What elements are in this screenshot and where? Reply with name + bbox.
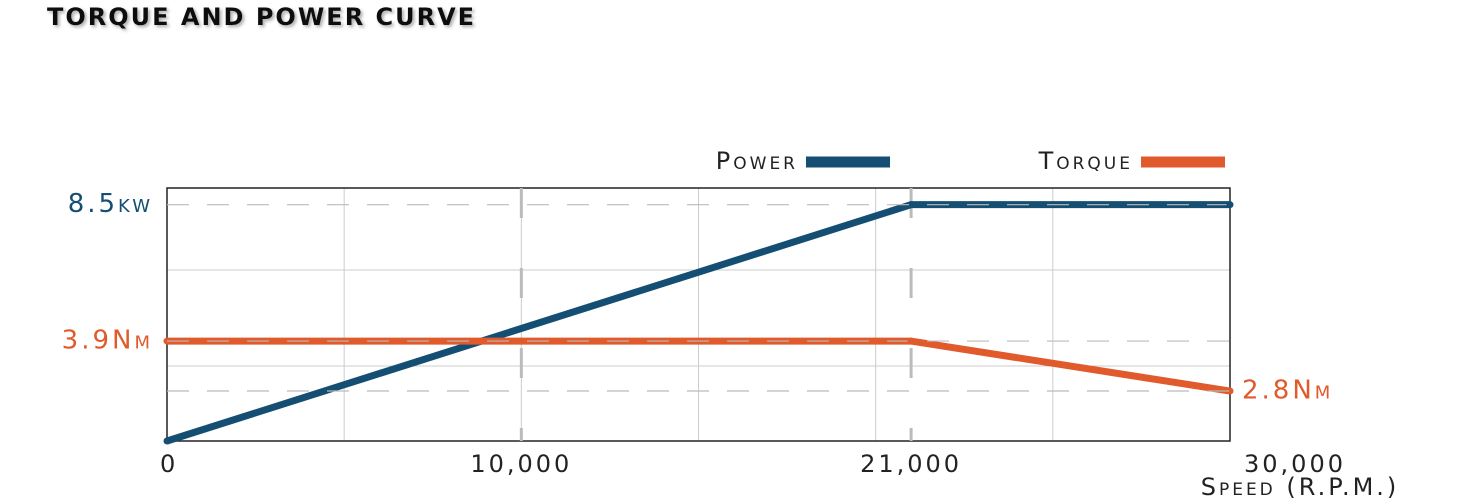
value-label: 8.5kw	[68, 189, 153, 219]
x-tick-label: 0	[160, 450, 178, 478]
x-axis-label: Speed (R.P.M.)	[1201, 473, 1400, 501]
plot-frame	[166, 187, 1231, 442]
point	[1226, 201, 1234, 209]
chart-title: TORQUE AND POWER CURVE	[47, 3, 476, 31]
x-tick-label: 10,000	[470, 450, 572, 478]
point	[907, 201, 915, 209]
value-label: 3.9Nm	[62, 326, 153, 356]
x-tick-label: 30,000	[1244, 450, 1346, 478]
point	[1226, 387, 1234, 395]
point	[907, 337, 915, 345]
legend-label: Torque	[1038, 147, 1133, 175]
legend-label: Power	[716, 147, 798, 175]
x-tick-label: 21,000	[860, 450, 962, 478]
value-label: 2.8Nm	[1242, 376, 1333, 406]
point	[163, 437, 171, 445]
